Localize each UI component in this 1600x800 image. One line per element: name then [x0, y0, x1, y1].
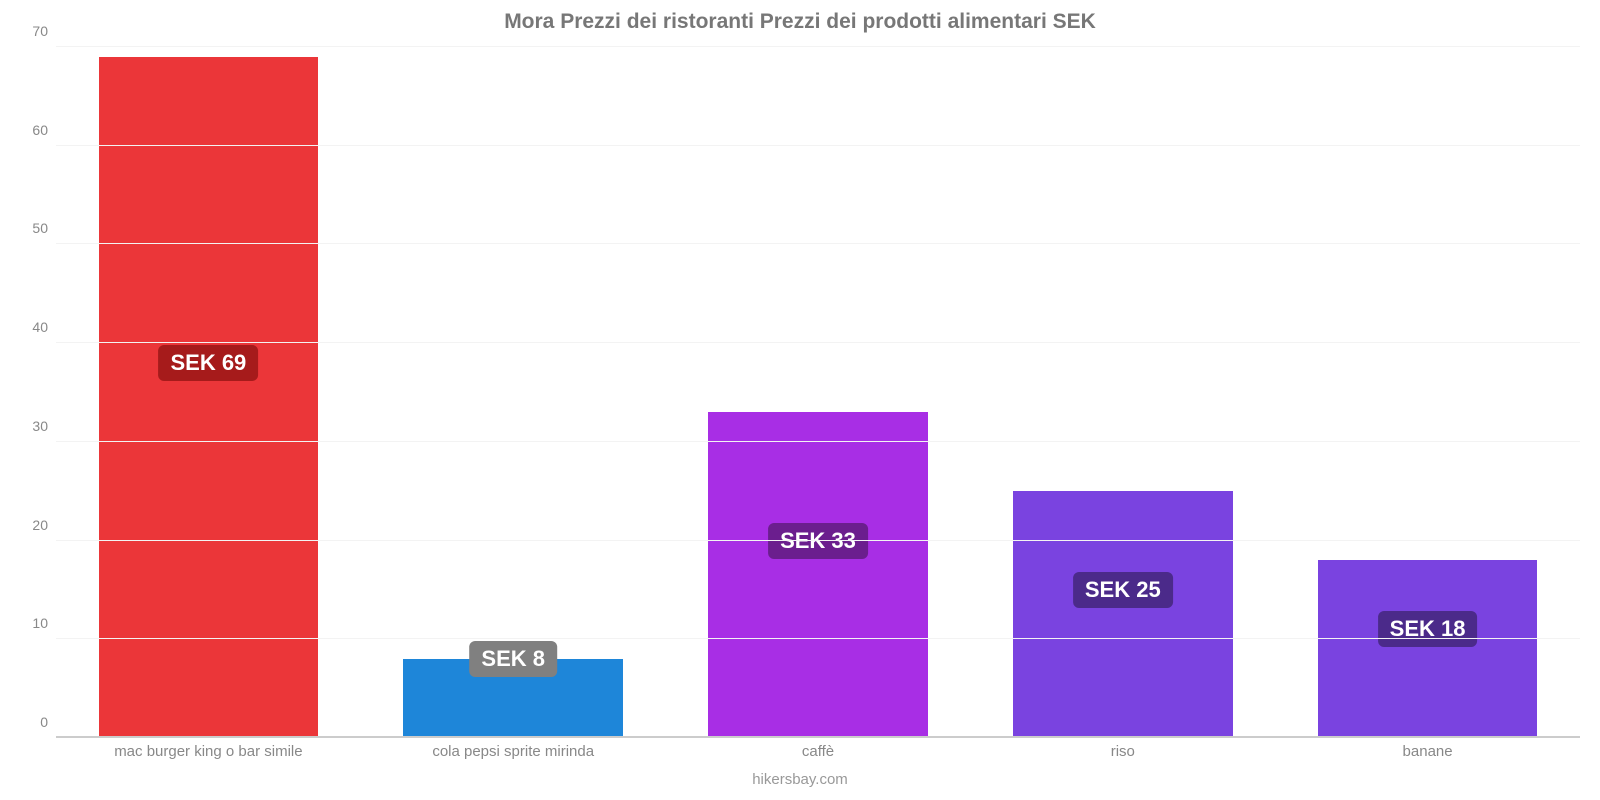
x-axis-label: riso: [970, 743, 1275, 760]
value-badge: SEK 33: [768, 523, 868, 559]
y-tick-label: 40: [32, 319, 48, 335]
value-badge: SEK 18: [1378, 611, 1478, 647]
y-tick-label: 60: [32, 122, 48, 138]
y-tick-label: 50: [32, 220, 48, 236]
x-axis-label: mac burger king o bar simile: [56, 743, 361, 760]
bars-container: SEK 69 SEK 8 SEK 33 SEK 25 SEK 18: [56, 47, 1580, 738]
value-badge: SEK 69: [158, 345, 258, 381]
value-badge: SEK 8: [469, 641, 557, 677]
grid-line: [56, 540, 1580, 541]
bar-slot: SEK 33: [666, 47, 971, 738]
x-axis-label: caffè: [666, 743, 971, 760]
y-tick-label: 0: [40, 714, 48, 730]
bar-slot: SEK 18: [1275, 47, 1580, 738]
bar: [1318, 560, 1537, 738]
price-bar-chart: Mora Prezzi dei ristoranti Prezzi dei pr…: [0, 0, 1600, 800]
x-axis-label: cola pepsi sprite mirinda: [361, 743, 666, 760]
grid-line: [56, 342, 1580, 343]
grid-line: [56, 46, 1580, 47]
bar-slot: SEK 25: [970, 47, 1275, 738]
bar-slot: SEK 69: [56, 47, 361, 738]
grid-line: [56, 638, 1580, 639]
plot-area: SEK 69SEK 8SEK 33SEK 25SEK 18 0102030405…: [56, 46, 1580, 738]
credit-text: hikersbay.com: [0, 771, 1600, 788]
grid-line: [56, 243, 1580, 244]
x-axis-label: banane: [1275, 743, 1580, 760]
bar: [708, 412, 927, 738]
x-axis-labels: mac burger king o bar similecola pepsi s…: [56, 743, 1580, 760]
y-tick-label: 30: [32, 418, 48, 434]
bar: [1013, 491, 1232, 738]
baseline: [56, 736, 1580, 738]
chart-title: Mora Prezzi dei ristoranti Prezzi dei pr…: [0, 10, 1600, 34]
bar-slot: SEK 8: [361, 47, 666, 738]
y-tick-label: 20: [32, 517, 48, 533]
grid-line: [56, 441, 1580, 442]
value-badge: SEK 25: [1073, 572, 1173, 608]
grid-line: [56, 145, 1580, 146]
bar: [99, 57, 318, 738]
y-tick-label: 70: [32, 23, 48, 39]
y-tick-label: 10: [32, 615, 48, 631]
